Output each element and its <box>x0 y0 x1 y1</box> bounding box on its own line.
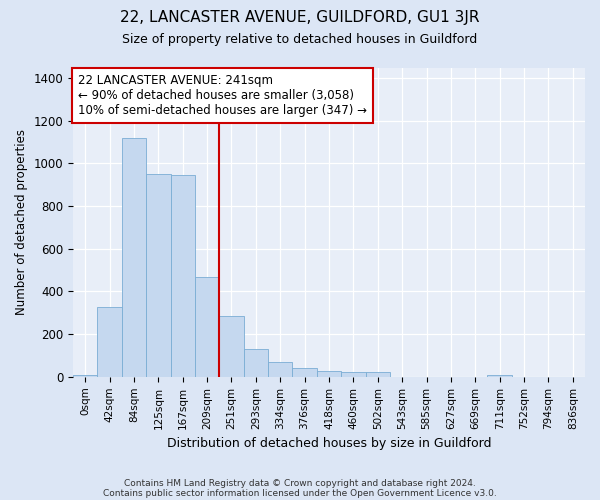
Bar <box>292 368 317 377</box>
Bar <box>268 362 292 377</box>
Bar <box>170 175 195 377</box>
Text: Contains public sector information licensed under the Open Government Licence v3: Contains public sector information licen… <box>103 488 497 498</box>
Bar <box>122 138 146 377</box>
Text: 22, LANCASTER AVENUE, GUILDFORD, GU1 3JR: 22, LANCASTER AVENUE, GUILDFORD, GU1 3JR <box>120 10 480 25</box>
X-axis label: Distribution of detached houses by size in Guildford: Distribution of detached houses by size … <box>167 437 491 450</box>
Text: Size of property relative to detached houses in Guildford: Size of property relative to detached ho… <box>122 32 478 46</box>
Bar <box>341 372 365 377</box>
Text: Contains HM Land Registry data © Crown copyright and database right 2024.: Contains HM Land Registry data © Crown c… <box>124 478 476 488</box>
Bar <box>195 276 220 377</box>
Bar <box>220 316 244 377</box>
Bar <box>146 174 170 377</box>
Text: 22 LANCASTER AVENUE: 241sqm
← 90% of detached houses are smaller (3,058)
10% of : 22 LANCASTER AVENUE: 241sqm ← 90% of det… <box>78 74 367 116</box>
Bar <box>97 308 122 377</box>
Y-axis label: Number of detached properties: Number of detached properties <box>15 129 28 315</box>
Bar <box>317 372 341 377</box>
Bar <box>487 374 512 377</box>
Bar <box>73 374 97 377</box>
Bar <box>365 372 390 377</box>
Bar <box>244 349 268 377</box>
